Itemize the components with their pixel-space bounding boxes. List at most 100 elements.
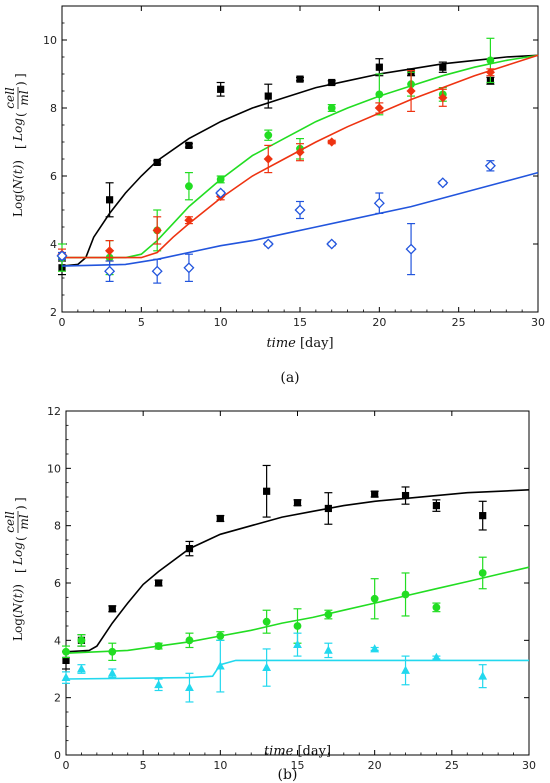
y-tick-label: 12 [47,405,61,418]
data-point [293,499,302,507]
x-tick-label: 10 [214,316,228,329]
data-point [216,175,225,184]
y-tick-label: 2 [50,306,57,319]
y-axis-label-text: Log(N(t)) [11,160,25,217]
x-tick-label: 5 [138,316,145,329]
y-tick-label: 4 [50,238,57,251]
series-2-fit-curve [65,566,530,654]
data-point [439,63,447,71]
y-tick-label: 6 [54,577,61,590]
data-point [432,502,440,510]
data-point [262,238,274,250]
y-label-prefix: Log( [11,189,25,217]
data-point [370,644,380,653]
y-tick-label: 8 [50,102,57,115]
y-label-paren-right: ) [14,505,28,510]
data-point [405,243,417,255]
y-label-log: Log [11,542,25,566]
data-point [153,158,161,166]
y-label-denominator: ml [17,90,31,105]
x-axis-label-main: time [264,744,298,759]
data-point [324,504,332,513]
data-point [375,90,384,99]
data-point [61,672,71,681]
y-label-suffix: ) [11,584,25,589]
data-point [77,636,86,645]
data-point [185,182,193,191]
series-1 [58,54,539,276]
y-label-paren-right: ) [14,81,28,86]
data-point [107,668,117,677]
series-2 [58,37,539,276]
y-label-prefix: Log( [11,613,25,641]
data-point [486,56,495,65]
series-3-fit-curve [65,659,529,680]
data-point [437,177,449,189]
y-label-paren-left: ( [14,112,28,117]
data-point [323,645,333,654]
data-point [406,86,416,96]
y-axis-label-text: Log(N(t)) [11,584,25,641]
data-point [215,661,225,670]
data-point [293,622,302,630]
data-point [152,225,162,235]
y-tick-label: 4 [54,634,61,647]
data-point [77,664,86,673]
data-point [105,246,115,256]
data-point [215,187,227,199]
y-tick-label: 10 [47,462,61,475]
data-point [296,75,304,83]
series-2 [62,556,530,662]
data-point [262,617,271,626]
y-tick-label: 6 [50,170,57,183]
data-point [216,632,225,640]
x-tick-label: 15 [291,759,305,772]
data-point [370,594,379,603]
y-tick-label: 10 [43,34,57,47]
data-point [106,196,114,204]
data-point [185,682,194,692]
data-point [324,610,333,619]
data-point [328,78,336,87]
x-tick-label: 15 [293,316,307,329]
y-label-numerator: cell [3,87,17,109]
y-label-bracket-right: ] [13,73,27,78]
series-4-fit-curve [61,171,539,267]
series-2-fit-curve [62,54,539,259]
y-label-denominator: ml [17,514,31,529]
data-point [108,605,116,613]
y-label-bracket-right: ] [13,497,27,502]
data-point [401,590,410,599]
series-1 [62,464,530,670]
data-point [432,652,441,661]
x-tick-label: 20 [372,316,386,329]
series-3 [61,632,529,703]
data-point [478,671,488,680]
y-label-log: Log [11,118,25,142]
data-point [401,491,410,500]
data-point [401,665,410,674]
x-tick-label: 30 [522,759,536,772]
y-label-bracket-left: [ [13,568,27,573]
data-point [326,238,338,250]
data-point [375,63,383,71]
x-axis-label-main: time [266,336,300,351]
y-label-paren-left: ( [14,536,28,541]
data-point [216,514,224,523]
data-point [62,656,70,664]
data-point [374,103,384,113]
x-axis-label-unit: [day] [297,744,331,759]
x-tick-label: 20 [368,759,382,772]
data-point [217,85,225,93]
data-point [154,679,163,689]
data-point [432,603,441,612]
data-point [56,250,68,262]
data-point [263,487,271,495]
data-point [155,579,163,587]
x-tick-label: 30 [531,316,545,329]
x-tick-label: 25 [452,316,466,329]
data-point [185,636,194,645]
data-point [262,662,272,671]
